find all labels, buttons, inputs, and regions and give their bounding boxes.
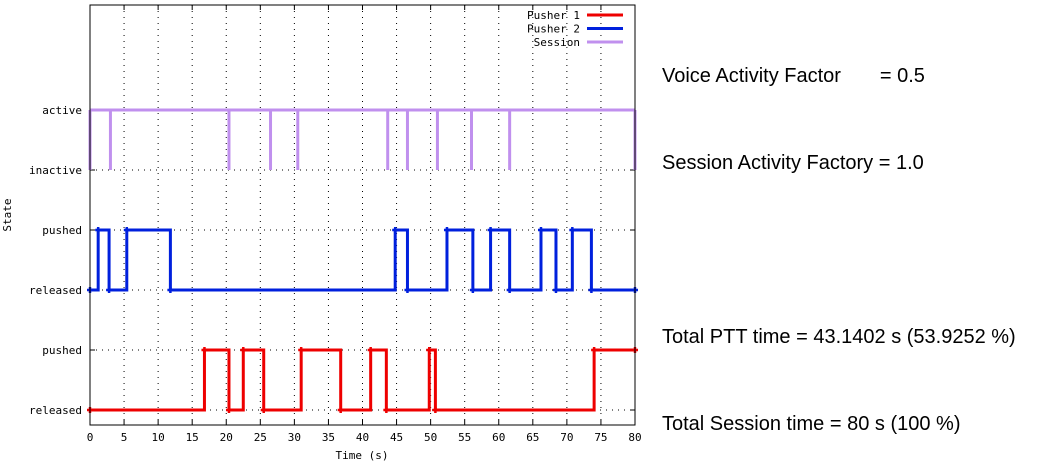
series-line	[90, 348, 635, 412]
state-change-point	[591, 347, 598, 353]
legend-label: Pusher 2	[527, 23, 580, 36]
x-tick-label: 10	[152, 431, 165, 444]
state-change-point	[383, 407, 390, 413]
session-activity-factory: Session Activity Factory = 1.0	[662, 152, 924, 174]
state-change-point	[426, 347, 433, 353]
state-change-point	[404, 287, 411, 293]
x-tick-label: 70	[560, 431, 573, 444]
x-tick-label: 80	[628, 431, 641, 444]
x-tick-label: 25	[254, 431, 267, 444]
state-change-point	[506, 287, 513, 293]
y-axis-label: State	[1, 198, 14, 231]
state-change-point	[167, 287, 174, 293]
x-tick-label: 50	[424, 431, 437, 444]
state-change-point	[392, 227, 399, 233]
series-pusher-2	[87, 227, 638, 293]
state-change-point	[367, 347, 374, 353]
state-change-point	[537, 227, 544, 233]
state-change-point	[123, 227, 130, 233]
stats-spacer	[662, 236, 1016, 265]
x-tick-label: 65	[526, 431, 539, 444]
y-tick-label: active	[42, 104, 82, 117]
state-change-point	[443, 227, 450, 233]
state-change-point	[225, 407, 232, 413]
y-tick-label: released	[29, 284, 82, 297]
x-tick-label: 15	[186, 431, 199, 444]
series-pusher-1	[87, 347, 638, 413]
x-tick-labels: 0 5 10 15 20 25 30 35 40 45 50 55 60 65 70 75 80	[87, 431, 642, 444]
stats-panel: Voice Activity Factor = 0.5 Session Acti…	[662, 4, 1016, 468]
x-tick-label: 55	[458, 431, 471, 444]
voice-activity-factor: Voice Activity Factor = 0.5	[662, 65, 925, 87]
state-change-point	[552, 287, 559, 293]
x-tick-label: 75	[594, 431, 607, 444]
state-change-point	[432, 407, 439, 413]
x-tick-label: 35	[322, 431, 335, 444]
legend-label: Session	[534, 36, 580, 49]
total-session-time: Total Session time = 80 s (100 %)	[662, 413, 961, 435]
y-tick-label: released	[29, 404, 82, 417]
state-change-point	[337, 407, 344, 413]
state-chart: released pushed released pushed inactive acti…	[1, 4, 642, 462]
state-change-point	[588, 287, 595, 293]
y-tick-labels: released pushed released pushed inactive acti…	[29, 104, 82, 417]
chart-series	[87, 108, 638, 413]
state-change-point	[298, 347, 305, 353]
x-axis-label: Time (s)	[336, 449, 389, 462]
x-tick-label: 60	[492, 431, 505, 444]
legend-label: Pusher 1	[527, 9, 580, 22]
series-session	[88, 108, 637, 170]
y-tick-label: pushed	[42, 224, 82, 237]
state-change-point	[95, 227, 102, 233]
y-tick-label: pushed	[42, 344, 82, 357]
state-change-point	[487, 227, 494, 233]
state-change-point	[106, 287, 113, 293]
total-ptt-time: Total PTT time = 43.1402 s (53.9252 %)	[662, 326, 1016, 348]
state-change-point	[569, 227, 576, 233]
x-tick-label: 30	[288, 431, 301, 444]
state-change-point	[469, 287, 476, 293]
state-change-point	[201, 347, 208, 353]
x-tick-label: 40	[356, 431, 369, 444]
x-tick-label: 0	[87, 431, 94, 444]
state-change-point	[240, 347, 247, 353]
x-tick-label: 20	[220, 431, 233, 444]
plot-frame	[89, 4, 636, 426]
x-tick-label: 45	[390, 431, 403, 444]
x-tick-label: 5	[121, 431, 128, 444]
y-tick-label: inactive	[29, 164, 82, 177]
state-change-point	[260, 407, 267, 413]
chart-grid	[89, 5, 636, 425]
